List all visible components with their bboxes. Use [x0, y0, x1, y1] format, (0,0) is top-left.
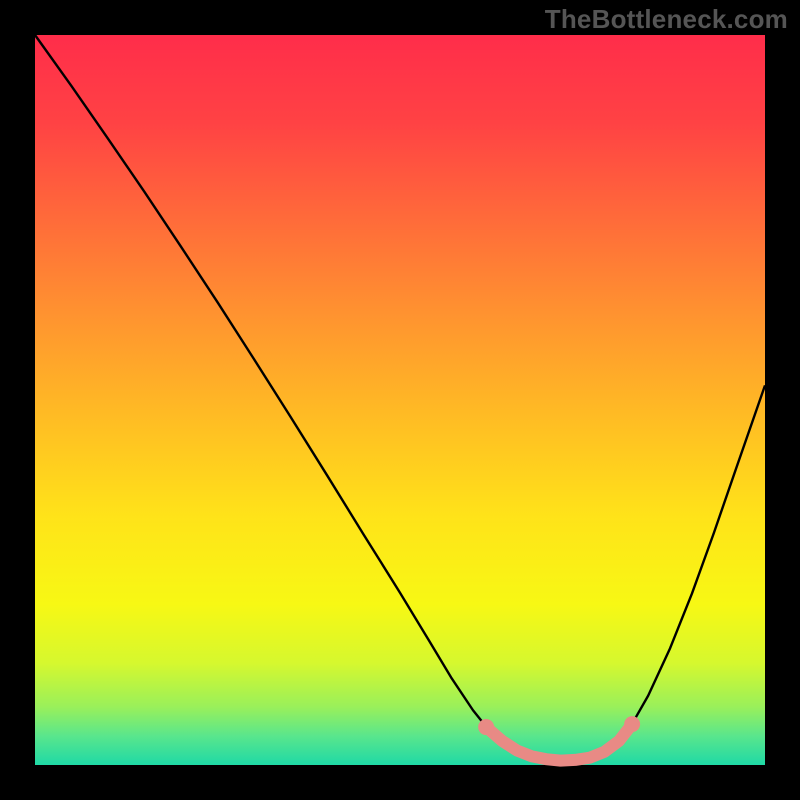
watermark-text: TheBottleneck.com [545, 4, 788, 35]
bottleneck-curve-chart [0, 0, 800, 800]
optimal-range-endpoint [624, 716, 640, 732]
chart-outer: TheBottleneck.com [0, 0, 800, 800]
plot-background [35, 35, 765, 765]
optimal-range-endpoint [478, 719, 494, 735]
